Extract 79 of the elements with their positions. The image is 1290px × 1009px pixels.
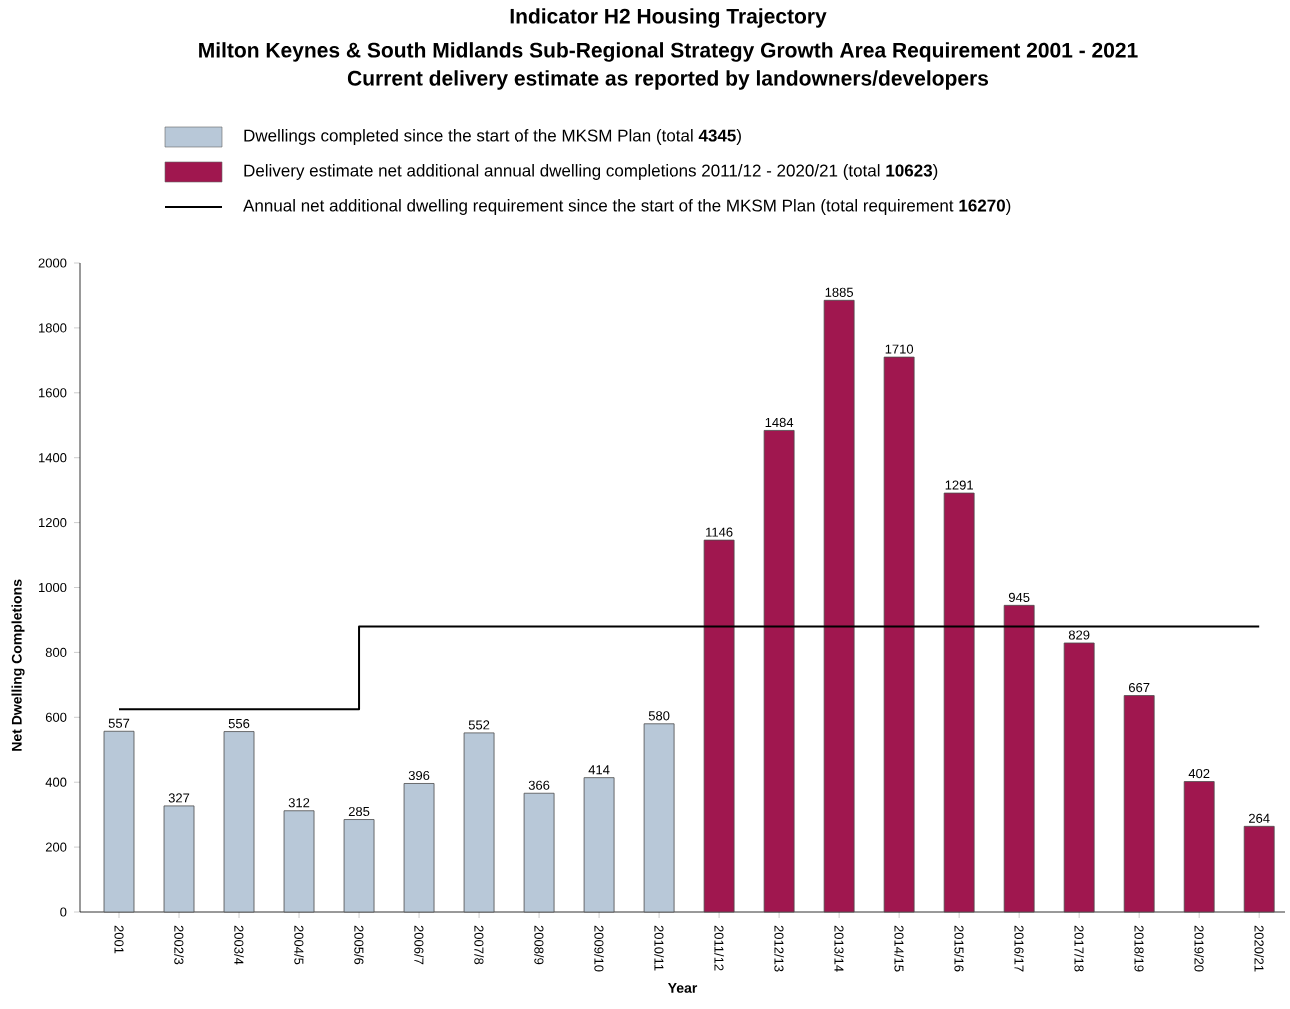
data-label: 396 [408, 770, 430, 781]
data-label: 557 [108, 718, 130, 728]
bar [343, 819, 375, 913]
bar [1123, 695, 1155, 913]
y-tick-label: 400 [45, 777, 67, 787]
data-label: 366 [528, 780, 550, 790]
chart-subtitle: Milton Keynes & South Midlands Sub-Regional Strategy Growth Area Requirement 2001 - 2021 [199, 42, 1138, 62]
bar [463, 732, 495, 913]
x-tick-label: 2020/21 [1254, 925, 1264, 972]
y-tick-label: 600 [45, 712, 67, 722]
y-tick-label: 1400 [39, 453, 67, 463]
bar [283, 810, 315, 913]
y-tick-label: 1000 [39, 582, 67, 593]
y-tick-label: 1600 [39, 388, 67, 398]
data-label: 1710 [885, 344, 914, 354]
data-label: 1885 [825, 287, 854, 297]
x-tick-label: 2015/16 [954, 925, 964, 972]
bar [763, 430, 795, 913]
y-tick-label: 0 [60, 907, 67, 917]
data-label: 580 [648, 711, 670, 721]
bar [1003, 604, 1035, 913]
bar [1183, 781, 1215, 913]
x-tick-label: 2019/20 [1194, 925, 1204, 972]
data-label: 414 [588, 765, 610, 775]
x-tick-label: 2009/10 [594, 925, 604, 972]
data-label: 1291 [945, 480, 973, 490]
y-tick-label: 1200 [39, 518, 67, 528]
x-tick-label: 2001 [114, 925, 124, 954]
y-tick-label: 1800 [39, 323, 67, 333]
bar [643, 723, 675, 913]
bar [103, 730, 135, 913]
chart-title: Indicator H2 Housing Trajectory [510, 8, 827, 28]
x-tick-label: 2006/7 [414, 925, 424, 965]
text: Current delivery estimate as reported by landowners/developers [347, 70, 989, 90]
bar [403, 783, 435, 913]
bar [163, 805, 195, 913]
bar [883, 356, 915, 913]
data-label: 667 [1128, 682, 1150, 693]
bar [583, 777, 615, 913]
x-axis-title: Year [667, 983, 698, 993]
y-axis-title: Net Dwelling Completions [11, 579, 25, 751]
bar [523, 792, 555, 913]
x-tick-label: 2018/19 [1134, 925, 1144, 972]
data-label: 1484 [765, 417, 794, 428]
data-label: 552 [468, 720, 490, 730]
y-tick-label: 200 [45, 842, 67, 852]
data-label: 402 [1188, 768, 1210, 779]
x-tick-label: 2011/12 [714, 925, 724, 971]
data-label: 264 [1249, 813, 1270, 823]
x-tick-label: 2014/15 [894, 925, 904, 972]
data-label: 556 [228, 718, 250, 729]
data-label: 312 [288, 798, 310, 808]
x-tick-label: 2007/8 [474, 925, 484, 965]
bar [823, 299, 855, 913]
bar [1243, 825, 1275, 913]
data-label: 945 [1008, 592, 1030, 602]
bar [943, 492, 975, 913]
y-tick-label: 800 [45, 647, 67, 657]
bar [1063, 642, 1095, 913]
data-label: 327 [168, 793, 190, 803]
bar [703, 539, 735, 913]
data-label: 829 [1068, 630, 1090, 640]
x-tick-label: 2017/18 [1074, 925, 1084, 972]
bar [223, 731, 255, 913]
legend-label: Annual net additional dwelling requirement since the start of the MKSM Plan (total requirement 16270) [243, 199, 1011, 215]
y-tick-label: 2000 [38, 258, 67, 268]
x-tick-label: 2005/6 [354, 925, 364, 965]
x-tick-label: 2012/13 [774, 925, 784, 972]
legend-label: Dwellings completed since the start of the MKSM Plan (total 4345) [244, 129, 741, 145]
x-tick-label: 2008/9 [534, 925, 544, 965]
data-label: 1146 [706, 527, 733, 537]
x-tick-label: 2004/5 [294, 925, 304, 965]
x-tick-label: 2002/3 [174, 925, 184, 965]
data-label: 285 [348, 806, 370, 817]
x-tick-label: 2003/4 [234, 925, 244, 965]
x-tick-label: 2016/17 [1014, 925, 1024, 972]
x-tick-label: 2013/14 [834, 925, 844, 972]
x-tick-label: 2010/11 [654, 925, 664, 971]
legend-label: Delivery estimate net additional annual dwelling completions 2011/12 - 2020/21 (total 10623) [244, 164, 938, 180]
